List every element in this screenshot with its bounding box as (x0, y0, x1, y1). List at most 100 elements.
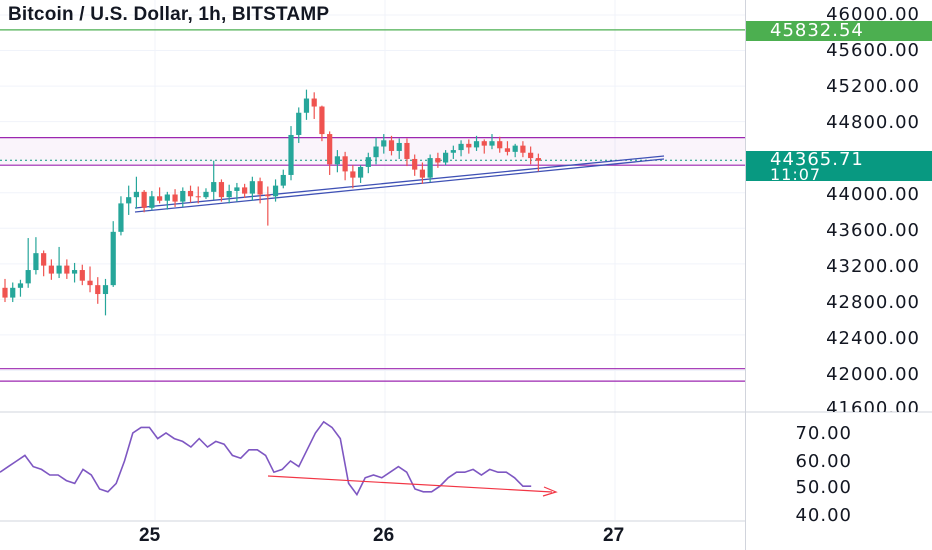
candle-body (195, 196, 201, 198)
candle-body (242, 187, 248, 194)
candle-body (504, 148, 511, 152)
price-axis-label: 46000.00 (826, 4, 920, 25)
candle-body (265, 194, 271, 197)
divergence-arrow-line (267, 475, 553, 493)
candle-body (350, 171, 356, 178)
rsi-axis-label: 50.00 (795, 477, 852, 498)
price-axis-label: 44800.00 (826, 112, 920, 133)
candle-body (296, 112, 302, 135)
candle-body (288, 134, 294, 175)
rsi-axis-label: 40.00 (795, 505, 852, 526)
candle-body (203, 191, 209, 198)
candle-body (56, 265, 62, 274)
candle-body (327, 134, 333, 165)
current-price-value: 44365.71 (770, 149, 864, 170)
candle-body (133, 191, 140, 198)
candle-body (396, 142, 402, 151)
candle-body (489, 141, 495, 146)
candle-body (458, 143, 464, 151)
divergence-arrow-head (542, 486, 558, 497)
candle-body (118, 203, 124, 232)
candle-body (419, 169, 426, 178)
candle-body (535, 158, 541, 161)
candle-body (334, 156, 340, 165)
candle-body (435, 158, 441, 163)
time-axis-label: 25 (139, 525, 161, 546)
candle-body (79, 270, 85, 281)
candle-body (512, 145, 518, 152)
price-axis-label: 42000.00 (826, 364, 920, 385)
candle-body (257, 181, 263, 195)
candle-body (17, 283, 24, 288)
candle-body (141, 191, 147, 208)
range-zone (0, 137, 745, 166)
candle-body (466, 143, 472, 148)
candle-body (102, 285, 109, 295)
candle-body (412, 158, 418, 170)
candle-body (357, 166, 364, 178)
candle-body (473, 141, 480, 148)
candle-body (64, 265, 70, 274)
candle-body (234, 187, 240, 191)
candle-body (319, 106, 325, 135)
candle-body (218, 182, 225, 198)
level-price-badge: 45832.54 (746, 21, 932, 41)
candle-body (87, 280, 93, 286)
candle-body (172, 194, 178, 202)
candle-body (373, 146, 379, 158)
candle-body (180, 190, 186, 202)
price-axis-label: 44000.00 (826, 184, 920, 205)
candle-body (497, 141, 503, 149)
candle-body (404, 142, 410, 159)
time-axis-label: 27 (603, 525, 625, 546)
rsi-axis-label: 70.00 (795, 423, 852, 444)
price-axis-label: 43200.00 (826, 256, 920, 277)
candle-body (211, 182, 217, 192)
trendline (134, 158, 665, 213)
candle-body (388, 140, 395, 151)
candle-body (33, 253, 39, 271)
candle-body (249, 181, 255, 194)
candle-body (164, 194, 170, 201)
trendline (134, 155, 665, 209)
candle-body (149, 196, 155, 208)
symbol-title: Bitcoin / U.S. Dollar, 1h, BITSTAMP (8, 4, 330, 25)
candle-body (272, 185, 279, 197)
candle-body (280, 174, 286, 186)
candle-body (10, 287, 16, 298)
rsi-line (0, 420, 532, 497)
candle-body (450, 150, 456, 153)
candle-body (71, 270, 78, 274)
candle-body (41, 253, 47, 266)
price-axis-label: 45200.00 (826, 76, 920, 97)
candle-body (157, 196, 163, 201)
candle-body (2, 287, 8, 298)
candle-body (311, 98, 317, 107)
rsi-axis-label: 60.00 (795, 451, 852, 472)
price-axis-label: 42400.00 (826, 328, 920, 349)
candle-body (303, 98, 310, 113)
candle-body (481, 141, 487, 146)
candle-body (365, 157, 371, 167)
price-axis-label: 42800.00 (826, 292, 920, 313)
candle-body (381, 140, 387, 147)
candle-body (187, 190, 194, 197)
current-price-badge: 44365.71 11:07 (746, 149, 932, 184)
candle-body (126, 197, 132, 204)
candle-body (427, 158, 433, 178)
price-axis-label: 45600.00 (826, 40, 920, 61)
candle-body (528, 152, 534, 159)
price-axis-label: 43600.00 (826, 220, 920, 241)
price-axis-label: 41600.00 (826, 398, 920, 412)
candle-body (443, 152, 449, 163)
time-axis-label: 26 (373, 525, 395, 546)
candle-body (520, 145, 526, 153)
candle-body (48, 265, 54, 274)
candle-countdown: 11:07 (770, 165, 822, 184)
candle-body (95, 285, 101, 295)
candle-body (110, 231, 116, 286)
candle-body (25, 270, 31, 284)
candle-body (342, 156, 348, 172)
